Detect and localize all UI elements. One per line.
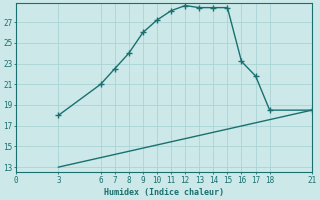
X-axis label: Humidex (Indice chaleur): Humidex (Indice chaleur)	[104, 188, 224, 197]
